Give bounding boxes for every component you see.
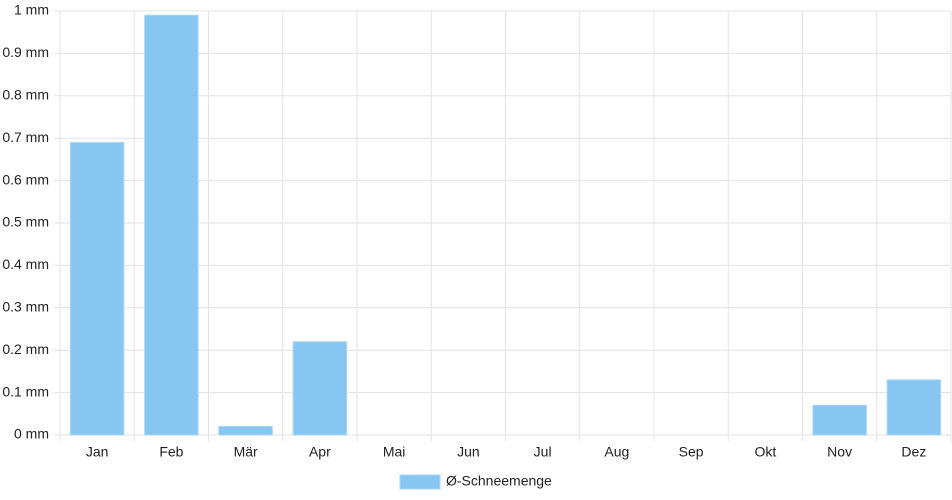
y-tick-label: 0.7 mm [2, 129, 49, 145]
x-tick-label: Jan [86, 444, 109, 460]
y-tick-label: 0.1 mm [2, 383, 49, 399]
bar [218, 426, 273, 436]
y-tick-label: 0.4 mm [2, 256, 49, 272]
x-tick-label: Sep [679, 444, 704, 460]
legend-label: Ø-Schneemenge [446, 473, 552, 489]
bar [144, 14, 199, 436]
y-tick-label: 0.9 mm [2, 44, 49, 60]
bar [292, 341, 348, 436]
y-tick-label: 1 mm [14, 2, 49, 18]
y-tick-label: 0.3 mm [2, 299, 49, 315]
x-tick-label: Feb [159, 444, 183, 460]
y-tick-label: 0.8 mm [2, 87, 49, 103]
bar [886, 379, 942, 436]
x-tick-label: Okt [754, 444, 776, 460]
y-tick-label: 0 mm [14, 426, 49, 442]
x-tick-label: Apr [309, 444, 331, 460]
x-tick-label: Jul [534, 444, 552, 460]
x-tick-label: Dez [901, 444, 926, 460]
x-tick-label: Mär [234, 444, 258, 460]
legend-swatch [399, 474, 441, 490]
y-tick-label: 0.5 mm [2, 214, 49, 230]
y-tick-label: 0.2 mm [2, 341, 49, 357]
y-tick-label: 0.6 mm [2, 171, 49, 187]
x-tick-label: Nov [827, 444, 852, 460]
x-tick-label: Jun [457, 444, 480, 460]
bar [69, 141, 125, 436]
bar [812, 404, 867, 436]
x-tick-label: Aug [604, 444, 629, 460]
x-tick-label: Mai [383, 444, 406, 460]
